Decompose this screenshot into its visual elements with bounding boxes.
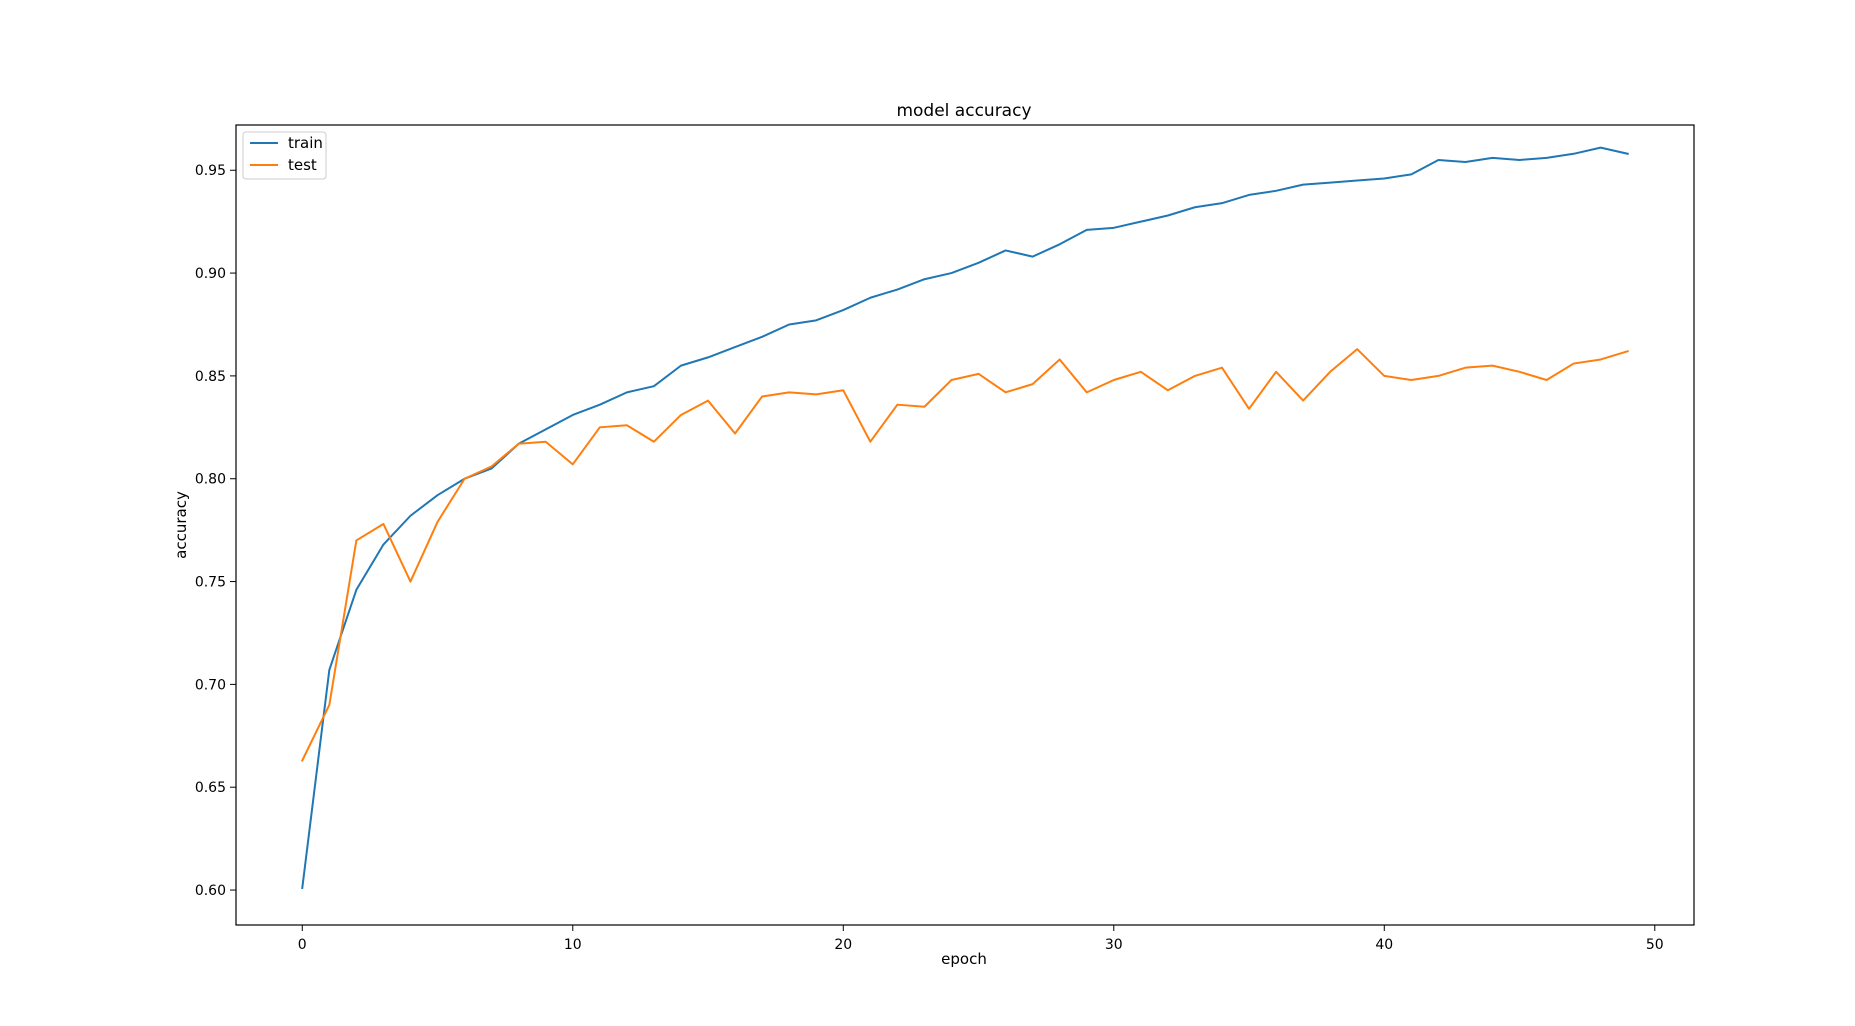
series-line-train bbox=[302, 148, 1627, 888]
y-tick-label-0.75: 0.75 bbox=[195, 575, 226, 591]
y-axis: 0.60 0.65 0.70 0.75 0.80 0.85 0.90 0.95 bbox=[195, 163, 236, 899]
y-tick-label-0.90: 0.90 bbox=[195, 266, 226, 282]
x-axis-label: epoch bbox=[941, 950, 987, 968]
x-tick-label-50: 50 bbox=[1646, 937, 1664, 953]
y-tick-label-0.85: 0.85 bbox=[195, 369, 226, 385]
y-tick-label-0.80: 0.80 bbox=[195, 472, 226, 488]
y-tick-label-0.70: 0.70 bbox=[195, 677, 226, 693]
plot-area bbox=[302, 148, 1627, 888]
axes-frame bbox=[236, 125, 1694, 925]
y-tick-label-0.60: 0.60 bbox=[195, 883, 226, 899]
x-tick-label-20: 20 bbox=[834, 937, 852, 953]
legend-label-test: test bbox=[288, 156, 317, 174]
x-tick-label-30: 30 bbox=[1105, 937, 1123, 953]
legend-label-train: train bbox=[288, 134, 323, 152]
chart-title: model accuracy bbox=[896, 101, 1031, 121]
x-tick-label-40: 40 bbox=[1375, 937, 1393, 953]
y-axis-label: accuracy bbox=[172, 491, 190, 559]
legend: train test bbox=[243, 132, 326, 179]
y-tick-label-0.95: 0.95 bbox=[195, 163, 226, 179]
series-line-test bbox=[302, 349, 1627, 760]
x-axis: 0 10 20 30 40 50 bbox=[298, 925, 1664, 953]
x-tick-label-0: 0 bbox=[298, 937, 307, 953]
y-tick-label-0.65: 0.65 bbox=[195, 780, 226, 796]
x-tick-label-10: 10 bbox=[564, 937, 582, 953]
